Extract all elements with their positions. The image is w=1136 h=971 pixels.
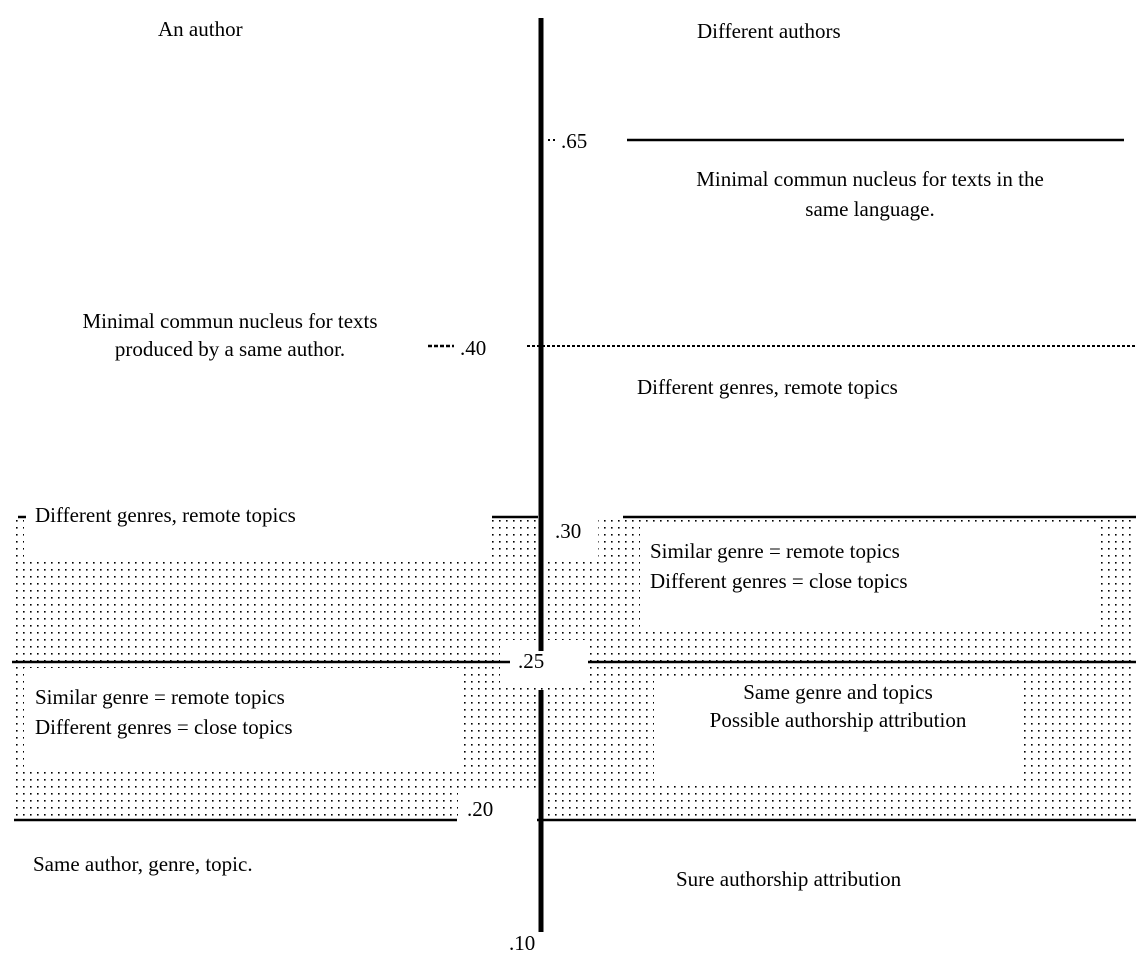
right-genres-remote: Different genres, remote topics: [637, 375, 898, 399]
scale-25: .25: [518, 649, 545, 673]
right-same-genre-topics: Same genre and topics: [743, 680, 933, 704]
left-different-close: Different genres = close topics: [35, 715, 293, 739]
right-similar-remote: Similar genre = remote topics: [650, 539, 900, 563]
scale-30: .30: [555, 519, 582, 543]
scale-20: .20: [467, 797, 494, 821]
clear-right-upper-box: [640, 522, 1098, 628]
header-left: An author: [158, 17, 243, 41]
left-author-nucleus: Minimal commun nucleus for texts produce…: [20, 308, 440, 362]
right-different-close: Different genres = close topics: [650, 569, 908, 593]
left-same-author: Same author, genre, topic.: [33, 852, 253, 876]
header-right: Different authors: [697, 19, 841, 43]
stipple-zones: [12, 510, 1136, 820]
clear-left-lower-box: [24, 668, 462, 772]
scale-65: .65: [561, 129, 588, 153]
left-author-nucleus-line1: Minimal commun nucleus for texts: [82, 309, 378, 333]
left-similar-remote: Similar genre = remote topics: [35, 685, 285, 709]
clear-axis-30: [546, 520, 598, 558]
right-sure-attribution: Sure authorship attribution: [676, 867, 902, 891]
left-genres-remote: Different genres, remote topics: [35, 503, 296, 527]
clear-axis-20: [458, 790, 538, 820]
right-same-genre: Same genre and topics Possible authorshi…: [654, 679, 1022, 733]
left-author-nucleus-line2: produced by a same author.: [114, 337, 346, 361]
right-language-nucleus-line2: same language.: [805, 197, 935, 221]
clear-axis-25: [500, 640, 590, 684]
clear-right-lower-box: [654, 676, 1022, 782]
right-possible-attribution: Possible authorship attribution: [709, 708, 967, 732]
scale-10: .10: [509, 931, 536, 955]
right-language-nucleus: Minimal commun nucleus for texts in the …: [640, 166, 1100, 222]
right-language-nucleus-line1: Minimal commun nucleus for texts in the: [696, 167, 1044, 191]
scale-40: .40: [460, 336, 487, 360]
clear-left-top-label: [24, 510, 492, 562]
